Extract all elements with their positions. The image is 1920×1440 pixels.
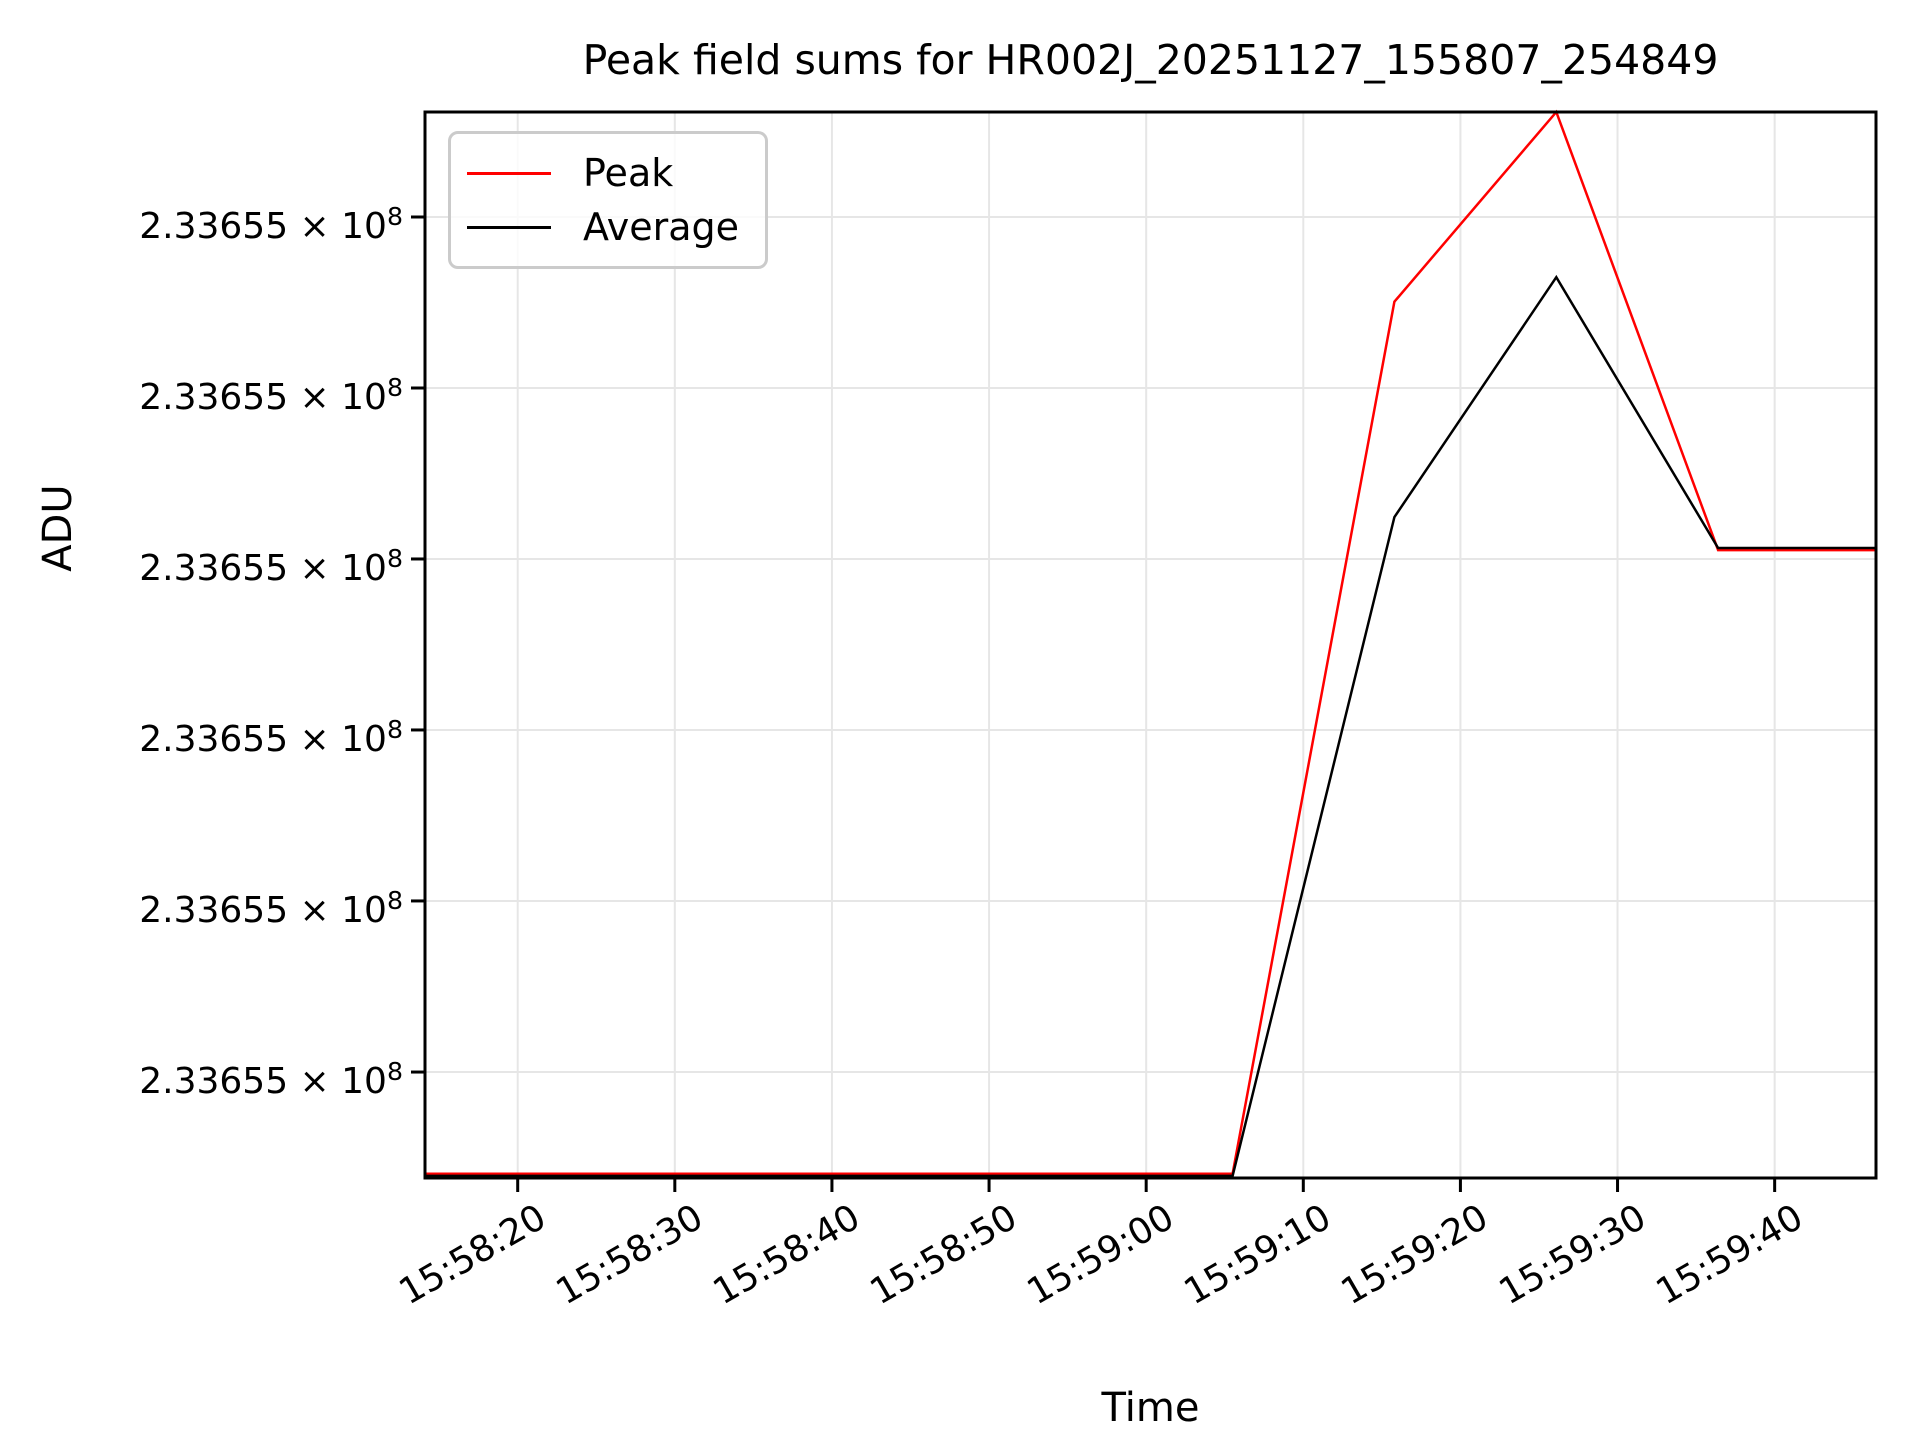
- legend-row-peak: Peak: [451, 154, 765, 192]
- y-tick-label: 2.33655 × 108: [139, 885, 403, 931]
- y-tick-label: 2.33655 × 108: [139, 1057, 403, 1103]
- legend: Peak Average: [448, 131, 768, 269]
- chart-title: Peak field sums for HR002J_20251127_1558…: [582, 36, 1719, 84]
- average-line-sample: [467, 225, 551, 229]
- legend-row-average: Average: [451, 208, 765, 246]
- axes-spines: [423, 110, 1878, 1180]
- y-tick-label: 2.33655 × 108: [139, 714, 403, 760]
- legend-label-average: Average: [583, 205, 740, 249]
- x-axis-label: Time: [1101, 1385, 1200, 1431]
- series-line-peak: [425, 109, 1876, 1175]
- peak-line-sample: [467, 171, 551, 175]
- y-tick-label: 2.33655 × 108: [139, 202, 403, 247]
- series-line-average: [425, 274, 1876, 1178]
- y-tick-label: 2.33655 × 108: [139, 372, 403, 418]
- legend-label-peak: Peak: [583, 151, 674, 195]
- y-tick-label: 2.33655 × 108: [139, 543, 403, 589]
